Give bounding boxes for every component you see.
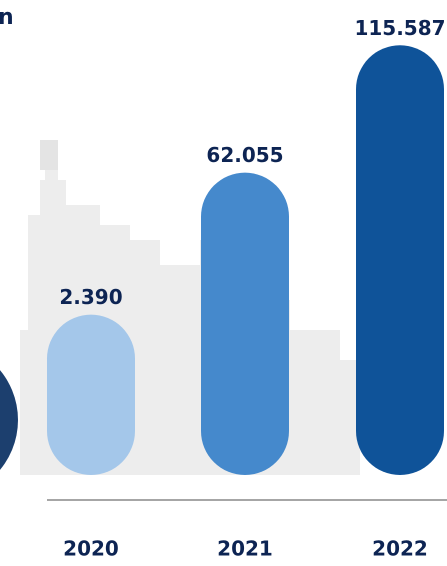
chart-title: n <box>0 5 14 30</box>
x-tick-label: 2022 <box>372 537 428 561</box>
decorative-circle <box>0 370 18 470</box>
x-tick-label: 2020 <box>63 537 119 561</box>
bar <box>201 172 289 475</box>
value-label: 2.390 <box>59 285 122 309</box>
value-label: 62.055 <box>206 143 283 167</box>
value-label: 115.587 <box>354 16 445 40</box>
x-tick-label: 2021 <box>217 537 273 561</box>
bar <box>47 314 135 475</box>
bar <box>356 45 444 475</box>
